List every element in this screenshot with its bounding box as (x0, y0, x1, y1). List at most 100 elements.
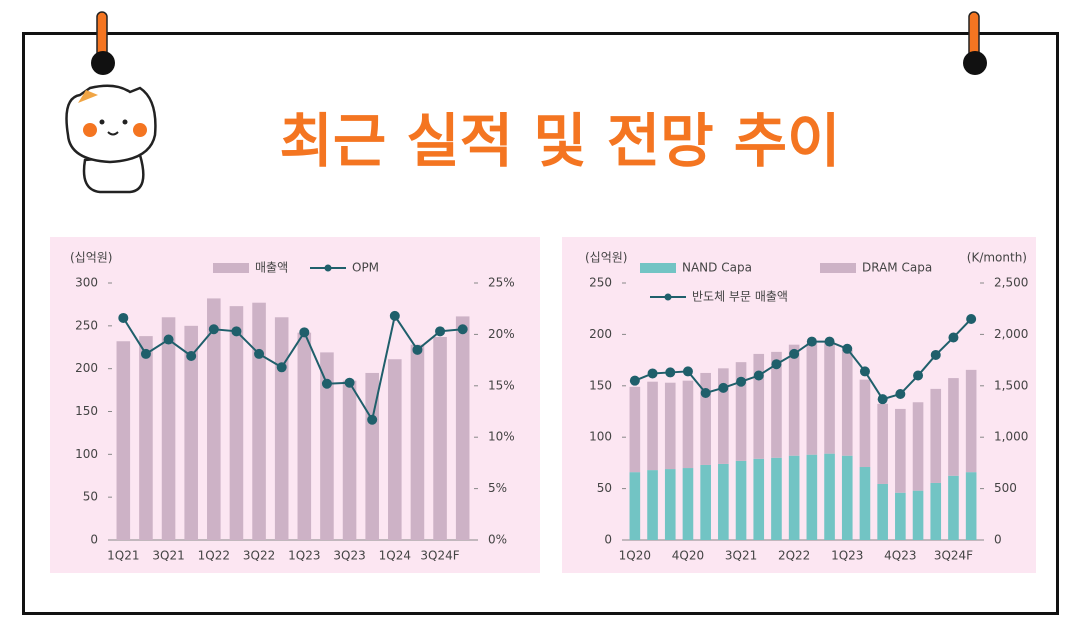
line-point (457, 324, 468, 335)
bar (859, 379, 871, 468)
bar (297, 332, 312, 540)
line-point (299, 327, 310, 338)
line-point (321, 378, 332, 389)
bar (718, 368, 729, 464)
line-point (367, 414, 378, 425)
bar (965, 472, 977, 540)
line-point (736, 376, 747, 387)
line-point (208, 324, 219, 335)
legend-label: OPM (352, 261, 379, 275)
bar (895, 492, 906, 540)
x-tick-label: 1Q20 (619, 549, 651, 563)
line-point (647, 368, 658, 379)
bar (161, 317, 176, 540)
y2-tick-label: 1,000 (994, 430, 1028, 444)
bar (455, 316, 470, 540)
line-point (140, 348, 151, 359)
bar (410, 344, 425, 540)
line-point (665, 367, 676, 378)
line-point (344, 377, 355, 388)
y2-tick-label: 0 (994, 533, 1002, 547)
y2-tick-label: 15% (488, 378, 515, 392)
line-point (753, 370, 764, 381)
line (122, 313, 463, 423)
y-tick-label: 200 (75, 361, 98, 375)
line-point (276, 362, 287, 373)
bar (806, 343, 818, 455)
line-point (118, 312, 129, 323)
x-tick-label: 3Q21 (152, 549, 184, 563)
bar (184, 325, 198, 540)
line-point (682, 366, 693, 377)
bar (664, 382, 676, 470)
x-tick-label: 4Q23 (884, 549, 916, 563)
bar (433, 336, 447, 540)
bar (771, 351, 782, 458)
y2-tick-label: 10% (488, 430, 515, 444)
y-tick-label: 50 (83, 490, 98, 504)
y2-tick-label: 20% (488, 327, 515, 341)
x-tick-label: 3Q24F (420, 549, 459, 563)
line-point (771, 359, 782, 370)
x-tick-label: 4Q20 (672, 549, 704, 563)
line-point (186, 350, 197, 361)
bar (682, 380, 694, 469)
y-tick-label: 300 (75, 276, 98, 290)
y-tick-label: 150 (75, 404, 98, 418)
line-point (930, 349, 941, 360)
x-tick-label: 1Q23 (831, 549, 863, 563)
y2-tick-label: 5% (488, 481, 507, 495)
bar (788, 455, 800, 540)
line-point (824, 336, 835, 347)
legend-swatch (640, 263, 676, 273)
line-point (789, 348, 800, 359)
line-point (231, 326, 242, 337)
bar (116, 341, 131, 540)
bar (877, 403, 888, 484)
bar (700, 464, 711, 540)
y2-axis-label: (K/month) (967, 251, 1027, 265)
bar (912, 490, 924, 540)
line-point (412, 344, 423, 355)
line-point (389, 310, 400, 321)
bar (948, 378, 959, 476)
bar (841, 455, 853, 540)
y-tick-label: 250 (589, 276, 612, 290)
x-tick-label: 1Q21 (107, 549, 139, 563)
y-tick-label: 50 (597, 481, 612, 495)
legend-label: 반도체 부문 매출액 (692, 290, 788, 304)
x-tick-label: 3Q23 (333, 549, 365, 563)
line-point (718, 382, 729, 393)
line-point (859, 366, 870, 377)
line-point (966, 313, 977, 324)
y2-tick-label: 0% (488, 533, 507, 547)
x-tick-label: 3Q21 (725, 549, 757, 563)
bar (320, 352, 334, 540)
line-point (877, 394, 888, 405)
line-point (163, 334, 174, 345)
y2-tick-label: 2,000 (994, 327, 1028, 341)
bar (965, 369, 977, 473)
bar (859, 467, 871, 540)
x-tick-label: 3Q24F (934, 549, 973, 563)
bar (629, 386, 641, 473)
bar (788, 344, 800, 456)
bar (274, 317, 289, 540)
y-axis-label: (십억원) (585, 251, 627, 265)
bar (930, 482, 942, 540)
bar (229, 306, 244, 540)
x-tick-label: 2Q22 (778, 549, 810, 563)
line-point (913, 370, 924, 381)
bar (912, 402, 924, 491)
y-tick-label: 0 (90, 533, 98, 547)
bar (718, 463, 729, 540)
bar (735, 460, 747, 540)
y-tick-label: 100 (589, 430, 612, 444)
line-point (895, 389, 906, 400)
bar (930, 388, 942, 483)
line-point (842, 343, 853, 354)
bar (139, 336, 153, 540)
y2-tick-label: 500 (994, 481, 1017, 495)
legend-swatch (213, 263, 249, 273)
